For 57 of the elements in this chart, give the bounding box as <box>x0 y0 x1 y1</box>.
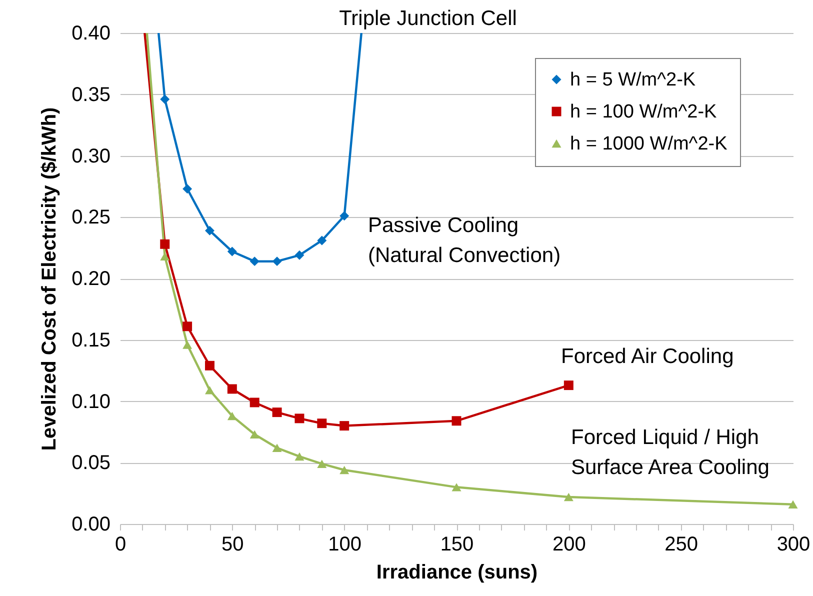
point <box>340 211 350 221</box>
point <box>564 492 574 502</box>
y-tick-label: 0.35 <box>72 84 110 106</box>
point <box>182 322 192 332</box>
point <box>564 380 574 390</box>
x-axis-title: Irradiance (suns) <box>376 562 538 584</box>
x-tick-label: 0 <box>114 534 126 556</box>
point <box>272 256 282 266</box>
point <box>227 384 237 394</box>
y-tick-label: 0.15 <box>72 329 110 352</box>
point <box>294 452 304 461</box>
point <box>340 466 350 474</box>
point <box>317 460 327 468</box>
annotation: Forced Air Cooling <box>561 345 734 368</box>
y-axis-title: Levelized Cost of Electricity ($/kWh) <box>38 107 61 451</box>
annotation: Passive Cooling (Natural Convection) <box>368 214 561 267</box>
point <box>204 226 214 236</box>
y-tick-label: 0.05 <box>72 452 110 474</box>
point <box>182 340 192 349</box>
point <box>317 236 327 246</box>
x-tick-label: 200 <box>552 534 586 556</box>
annotation: Forced Liquid / High Surface Area Cooling <box>571 426 770 479</box>
point <box>294 250 304 260</box>
y-tick-label: 0.20 <box>72 268 110 290</box>
point <box>272 444 282 452</box>
y-tick-label: 0.40 <box>72 22 110 44</box>
point <box>227 246 237 256</box>
y-tick-label: 0.25 <box>72 206 110 229</box>
x-tick-label: 250 <box>664 534 698 556</box>
point <box>182 184 192 194</box>
x-tick-label: 300 <box>776 534 810 556</box>
point <box>317 418 327 428</box>
legend-label: h = 1000 W/m^2-K <box>570 134 728 154</box>
x-tick-label: 50 <box>222 534 244 556</box>
point <box>272 408 282 418</box>
point <box>227 412 237 420</box>
point <box>160 239 170 249</box>
point <box>788 500 798 508</box>
y-tick-label: 0.30 <box>72 145 110 168</box>
y-tick-label: 0.00 <box>72 514 110 536</box>
point <box>250 398 260 408</box>
legend-label: h = 100 W/m^2-K <box>570 102 718 122</box>
point <box>160 94 170 104</box>
point <box>250 430 260 438</box>
point <box>294 414 304 424</box>
point <box>250 256 260 266</box>
point <box>160 252 170 261</box>
point <box>452 416 462 426</box>
point <box>204 386 214 394</box>
text: Triple Junction Cell <box>339 7 517 30</box>
legend-label: h = 5 W/m^2-K <box>570 70 696 90</box>
y-tick-label: 0.10 <box>72 390 110 413</box>
x-tick-label: 150 <box>440 534 474 556</box>
point <box>204 360 214 370</box>
point <box>340 421 350 431</box>
x-tick-label: 100 <box>328 534 362 556</box>
point <box>452 483 462 492</box>
